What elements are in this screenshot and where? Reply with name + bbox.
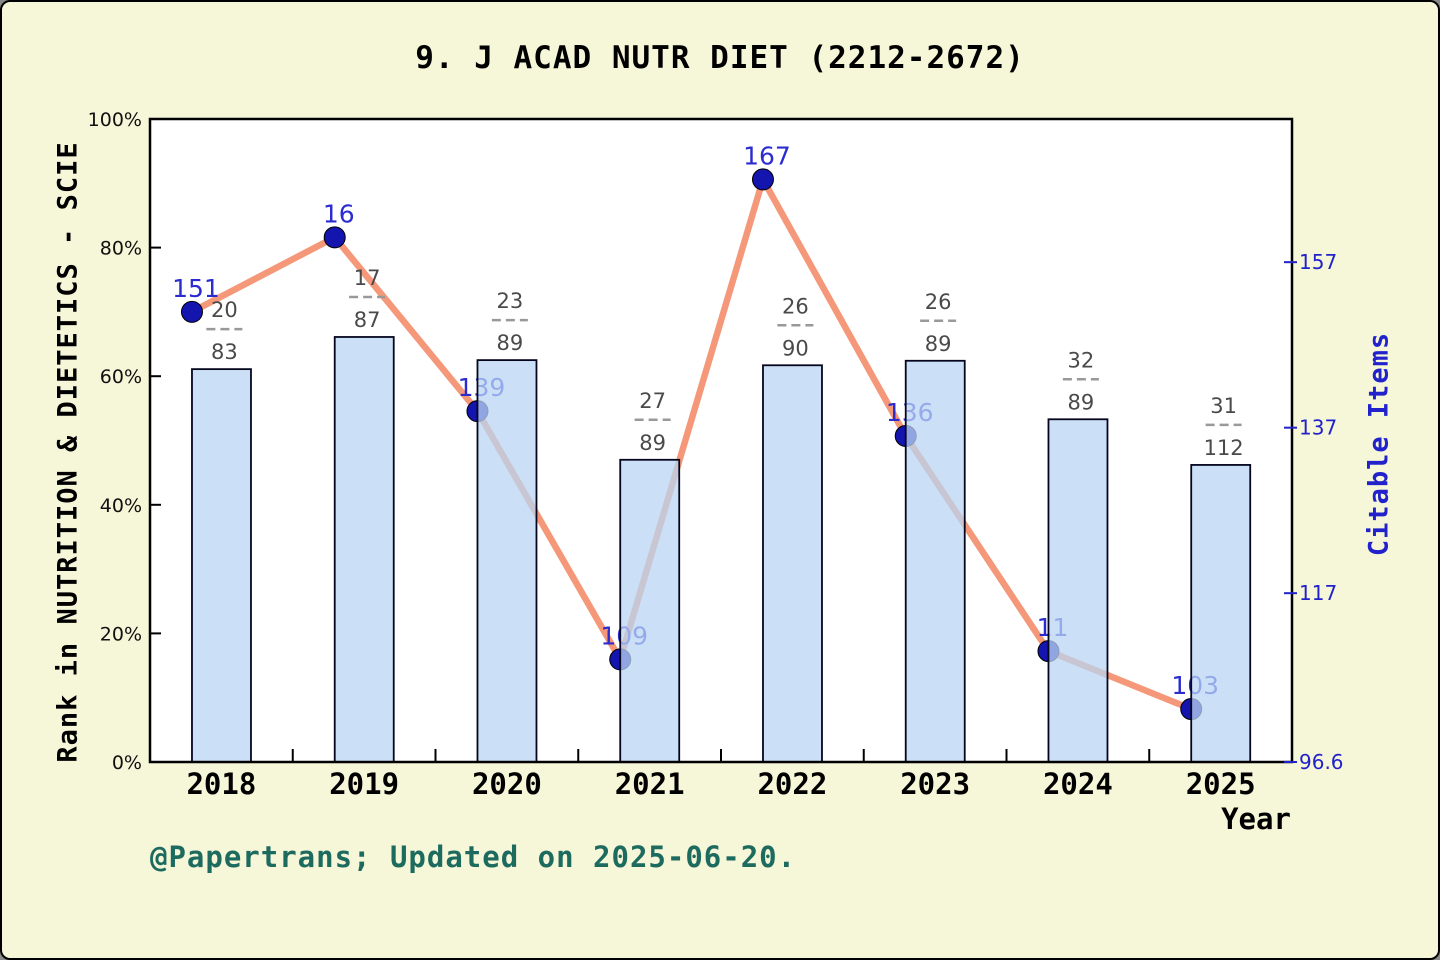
left-tick-label-80%: 80% xyxy=(100,238,142,260)
bar-label-den-2020: 89 xyxy=(497,331,524,355)
x-tick-label-2019: 2019 xyxy=(329,767,399,801)
x-tick-label-2018: 2018 xyxy=(186,767,256,801)
line-marker-2022 xyxy=(751,168,774,191)
bar-2025 xyxy=(1190,464,1252,763)
bar-2022 xyxy=(762,364,823,763)
bar-label-den-2022: 90 xyxy=(782,336,809,360)
point-label-2019: 16 xyxy=(323,199,355,228)
bar-2021 xyxy=(619,458,681,763)
bar-2018 xyxy=(191,368,252,763)
bar-label-den-2023: 89 xyxy=(925,332,952,356)
x-tick-label-2025: 2025 xyxy=(1186,767,1256,801)
point-label-2022: 167 xyxy=(743,141,791,170)
caption: @Papertrans; Updated on 2025-06-20. xyxy=(150,840,797,874)
bar-label-num-2019: 17 xyxy=(354,266,381,290)
bar-label-num-2018: 20 xyxy=(211,298,238,322)
bar-label-den-2021: 89 xyxy=(639,431,666,455)
bar-2023 xyxy=(904,359,966,763)
bar-label-num-2025: 31 xyxy=(1210,394,1237,418)
left-tick-label-100%: 100% xyxy=(88,109,142,131)
bar-label-den-2019: 87 xyxy=(354,308,381,332)
line-marker-2018 xyxy=(180,300,203,323)
x-tick-label-2024: 2024 xyxy=(1043,767,1113,801)
x-tick-label-2021: 2021 xyxy=(615,767,685,801)
left-tick-label-0%: 0% xyxy=(112,752,142,774)
plot-background xyxy=(150,119,1292,762)
chart-title: 9. J ACAD NUTR DIET (2212-2672) xyxy=(415,40,1025,76)
bar-2024 xyxy=(1047,418,1109,763)
right-tick-label-137: 137 xyxy=(1299,416,1337,440)
bar-label-den-2024: 89 xyxy=(1068,390,1095,414)
x-tick-label-2023: 2023 xyxy=(900,767,970,801)
point-label-2018: 151 xyxy=(172,274,220,303)
bar-label-num-2021: 27 xyxy=(639,389,666,413)
x-tick-label-2020: 2020 xyxy=(472,767,542,801)
bar-label-den-2025: 112 xyxy=(1204,436,1244,460)
right-tick-label-157: 157 xyxy=(1299,250,1337,274)
left-tick-label-60%: 60% xyxy=(100,366,142,388)
bar-label-num-2020: 23 xyxy=(497,289,524,313)
left-tick-label-20%: 20% xyxy=(100,623,142,645)
line-marker-2019 xyxy=(323,226,346,249)
bar-label-num-2024: 32 xyxy=(1068,348,1095,372)
bar-label-num-2022: 26 xyxy=(782,294,809,318)
bar-2019 xyxy=(333,336,395,763)
bar-label-num-2023: 26 xyxy=(925,290,952,314)
left-tick-label-40%: 40% xyxy=(100,495,142,517)
bar-2020 xyxy=(476,359,538,763)
x-axis-title: Year xyxy=(1221,802,1291,836)
citable-items-line xyxy=(190,171,1193,713)
x-tick-label-2022: 2022 xyxy=(757,767,827,801)
bar-label-den-2018: 83 xyxy=(211,340,238,364)
right-tick-label-117: 117 xyxy=(1299,581,1337,605)
right-tick-label-96.6: 96.6 xyxy=(1299,750,1344,774)
